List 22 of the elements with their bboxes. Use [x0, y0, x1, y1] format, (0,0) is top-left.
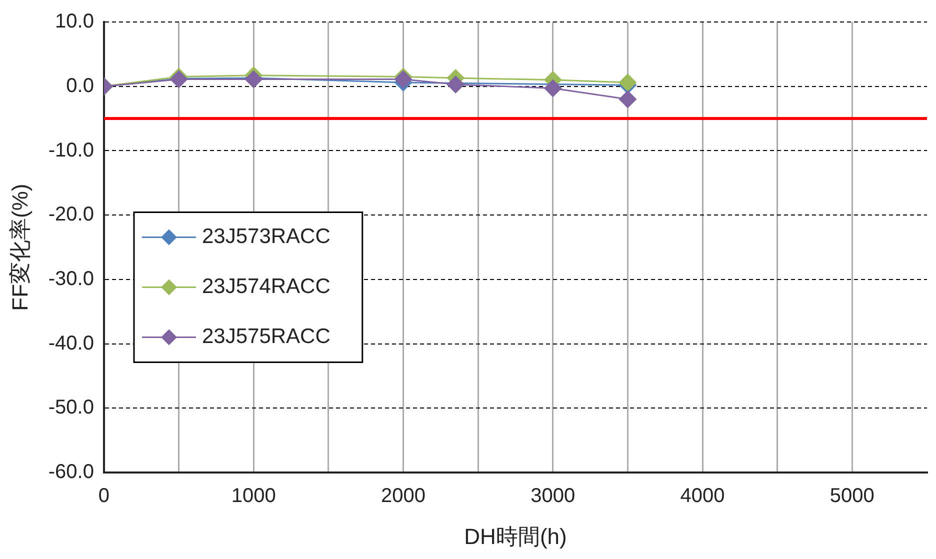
y-tick-label: -30.0 [48, 268, 94, 290]
y-tick-label: -40.0 [48, 332, 94, 354]
y-tick-label: 0.0 [66, 74, 94, 97]
x-tick-label: 1000 [231, 485, 276, 508]
x-tick-label: 2000 [381, 485, 426, 508]
y-tick-label: -60.0 [48, 461, 94, 484]
legend-label: 23J574RACC [202, 275, 330, 298]
legend-label: 23J575RACC [202, 325, 330, 348]
x-axis-title: DH時間(h) [464, 524, 567, 549]
x-tick-label: 4000 [680, 485, 725, 508]
point [446, 75, 465, 94]
y-tick-label: -10.0 [48, 139, 94, 162]
legend-label: 23J573RACC [202, 225, 330, 248]
point [618, 90, 637, 108]
x-tick-label: 0 [98, 485, 110, 508]
y-tick-label: -50.0 [48, 396, 94, 419]
x-tick-label: 5000 [830, 485, 874, 508]
x-tick-label: 3000 [530, 485, 576, 508]
y-tick-label: 10.0 [55, 10, 94, 33]
y-tick-label: -20.0 [48, 204, 94, 226]
y-axis-title: FF変化率(%) [7, 184, 32, 311]
point [544, 79, 562, 98]
